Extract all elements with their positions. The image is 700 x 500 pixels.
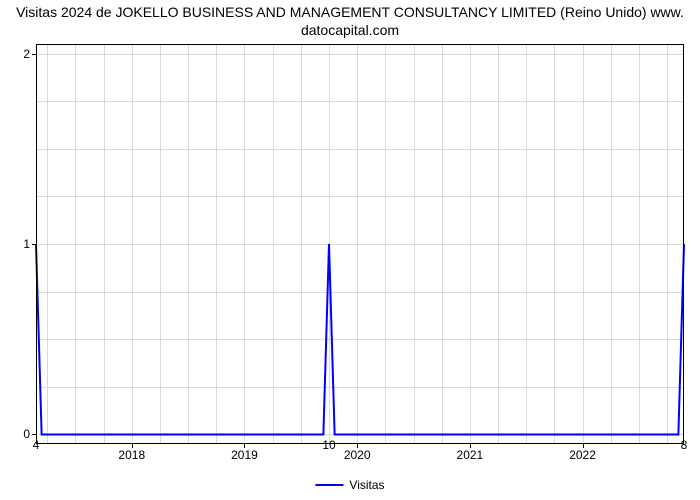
x-axis-tick-label: 2022 (569, 448, 596, 462)
chart-title-line1: Visitas 2024 de JOKELLO BUSINESS AND MAN… (16, 4, 684, 20)
y-axis-tick-mark (32, 434, 36, 435)
legend-label: Visitas (349, 478, 384, 492)
series-line (36, 44, 684, 444)
x-axis-tick-label: 2021 (457, 448, 484, 462)
x-axis-tick-mark (357, 444, 358, 448)
x-axis-tick-label: 2020 (344, 448, 371, 462)
y-axis-tick-mark (32, 244, 36, 245)
x-axis-tick-mark (583, 444, 584, 448)
x-axis-tick-label: 2018 (118, 448, 145, 462)
data-point-label: 10 (322, 438, 335, 452)
y-axis-tick-label: 0 (23, 427, 30, 441)
data-point-label: 8 (681, 438, 688, 452)
chart-container: Visitas 2024 de JOKELLO BUSINESS AND MAN… (0, 0, 700, 500)
y-axis-tick-mark (32, 54, 36, 55)
chart-title-line2: datocapital.com (301, 22, 399, 38)
data-point-label: 4 (33, 438, 40, 452)
legend-swatch (315, 484, 343, 486)
chart-title: Visitas 2024 de JOKELLO BUSINESS AND MAN… (0, 4, 700, 39)
legend: Visitas (315, 478, 384, 492)
x-axis-tick-mark (132, 444, 133, 448)
x-axis-tick-mark (470, 444, 471, 448)
y-axis-tick-label: 2 (23, 47, 30, 61)
plot-area: 01220182019202020212022 4108 (36, 44, 684, 444)
x-axis-tick-mark (244, 444, 245, 448)
x-axis-tick-label: 2019 (231, 448, 258, 462)
y-axis-tick-label: 1 (23, 237, 30, 251)
